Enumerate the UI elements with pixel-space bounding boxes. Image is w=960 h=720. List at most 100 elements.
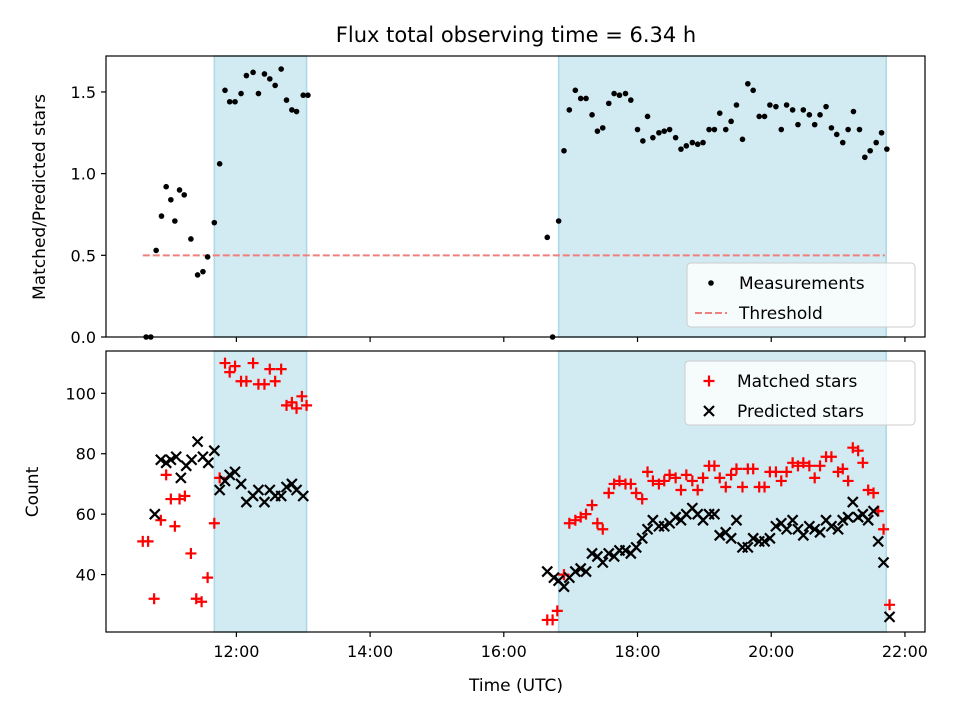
measurement-point xyxy=(216,161,223,167)
measurement-point xyxy=(856,126,863,133)
measurement-point xyxy=(204,254,211,260)
measurement-point xyxy=(544,234,551,241)
plot-frame xyxy=(105,350,926,633)
bottom-panel: 40 60 80 100 12:00 14:00 16:00 18:00 20:00 22:00 M… xyxy=(65,350,928,661)
measurement-point xyxy=(188,236,194,242)
measurement-point xyxy=(634,126,641,133)
predicted-star-point xyxy=(235,478,247,490)
matched-star-point xyxy=(770,466,782,478)
top-ylabel: Matched/Predicted stars xyxy=(30,94,50,300)
matched-star-point xyxy=(229,360,241,372)
measurement-point xyxy=(599,125,606,131)
measurement-point xyxy=(728,118,734,125)
matched-star-point xyxy=(155,514,167,526)
measurement-point xyxy=(300,92,307,99)
matched-star-point xyxy=(291,402,303,414)
legend-plus-marker xyxy=(703,375,715,387)
measurement-point xyxy=(700,139,706,146)
measurement-point xyxy=(828,125,835,131)
measurement-point xyxy=(716,110,723,116)
y-tick-label: 1.0 xyxy=(71,165,96,184)
measurement-point xyxy=(572,87,579,94)
measurement-point xyxy=(689,139,696,146)
measurement-point xyxy=(756,113,762,120)
predicted-star-point xyxy=(836,514,849,526)
legend-box xyxy=(686,262,916,328)
predicted-star-point xyxy=(764,532,776,545)
chart-title: Flux total observing time = 6.34 h xyxy=(336,23,696,47)
measurement-point xyxy=(561,147,567,154)
measurement-point xyxy=(733,102,740,108)
legend-dot-marker xyxy=(708,280,714,286)
measurement-point xyxy=(706,126,712,133)
shaded-interval xyxy=(213,55,308,338)
measurement-point xyxy=(289,107,295,113)
predicted-star-point xyxy=(832,523,844,536)
matched-star-point xyxy=(202,572,214,584)
predicted-star-point xyxy=(580,565,592,578)
measurement-point xyxy=(153,247,159,254)
matched-star-point xyxy=(837,463,849,475)
matched-star-point xyxy=(714,472,726,484)
measurement-point xyxy=(644,113,651,120)
matched-star-point xyxy=(264,363,276,375)
predicted-star-point xyxy=(191,435,204,448)
matched-star-point xyxy=(591,517,603,529)
measurement-point xyxy=(640,138,646,144)
measurement-point xyxy=(778,126,785,133)
measurement-point xyxy=(789,107,796,113)
predicted-star-point xyxy=(730,514,743,526)
matched-star-point xyxy=(547,614,559,626)
measurement-point xyxy=(168,196,174,203)
predicted-star-point xyxy=(223,469,236,481)
matched-star-point xyxy=(797,457,809,469)
measurement-point xyxy=(795,121,801,128)
predicted-star-point xyxy=(808,523,821,536)
matched-star-point xyxy=(642,466,654,478)
measurement-point xyxy=(158,213,165,219)
measurement-point xyxy=(176,187,183,193)
matched-star-point xyxy=(747,463,759,475)
matched-star-point xyxy=(296,390,308,402)
measurement-point xyxy=(605,100,612,107)
matched-star-point xyxy=(781,466,793,478)
predicted-star-point xyxy=(155,453,167,466)
measurement-point xyxy=(589,112,595,118)
measurement-point xyxy=(594,128,601,134)
x-tick-label: 16:00 xyxy=(481,642,527,661)
legend-box xyxy=(684,360,916,426)
measurement-point xyxy=(656,129,662,136)
matched-star-point xyxy=(664,469,676,481)
measurement-point xyxy=(672,134,679,141)
legend-x-marker xyxy=(703,405,715,417)
measurement-point xyxy=(739,136,746,143)
matched-star-point xyxy=(680,469,692,481)
measurement-point xyxy=(745,80,751,87)
predicted-star-point xyxy=(297,490,310,502)
matched-star-point xyxy=(169,520,181,532)
matched-star-point xyxy=(208,517,220,529)
predicted-star-point xyxy=(630,541,642,554)
y-tick-label: 100 xyxy=(65,384,96,403)
predicted-star-point xyxy=(669,511,682,523)
predicted-star-point xyxy=(208,444,221,457)
measurement-point xyxy=(694,141,701,148)
matched-star-point xyxy=(725,469,737,481)
measurement-point xyxy=(806,112,813,118)
x-tick-label: 18:00 xyxy=(614,642,660,661)
matched-star-point xyxy=(630,487,642,499)
matched-star-point xyxy=(613,475,625,487)
measurement-point xyxy=(255,90,262,97)
y-tick-label: 0.0 xyxy=(71,328,96,347)
matched-star-point xyxy=(551,605,563,617)
matched-star-point xyxy=(185,547,197,559)
matched-star-point xyxy=(842,475,854,487)
measurement-point xyxy=(250,69,256,76)
measurement-point xyxy=(611,90,617,97)
measurement-point xyxy=(583,95,589,102)
matched-star-point xyxy=(730,463,742,475)
measurement-point xyxy=(172,218,178,224)
measurement-point xyxy=(722,126,729,133)
matched-star-point xyxy=(809,472,821,484)
